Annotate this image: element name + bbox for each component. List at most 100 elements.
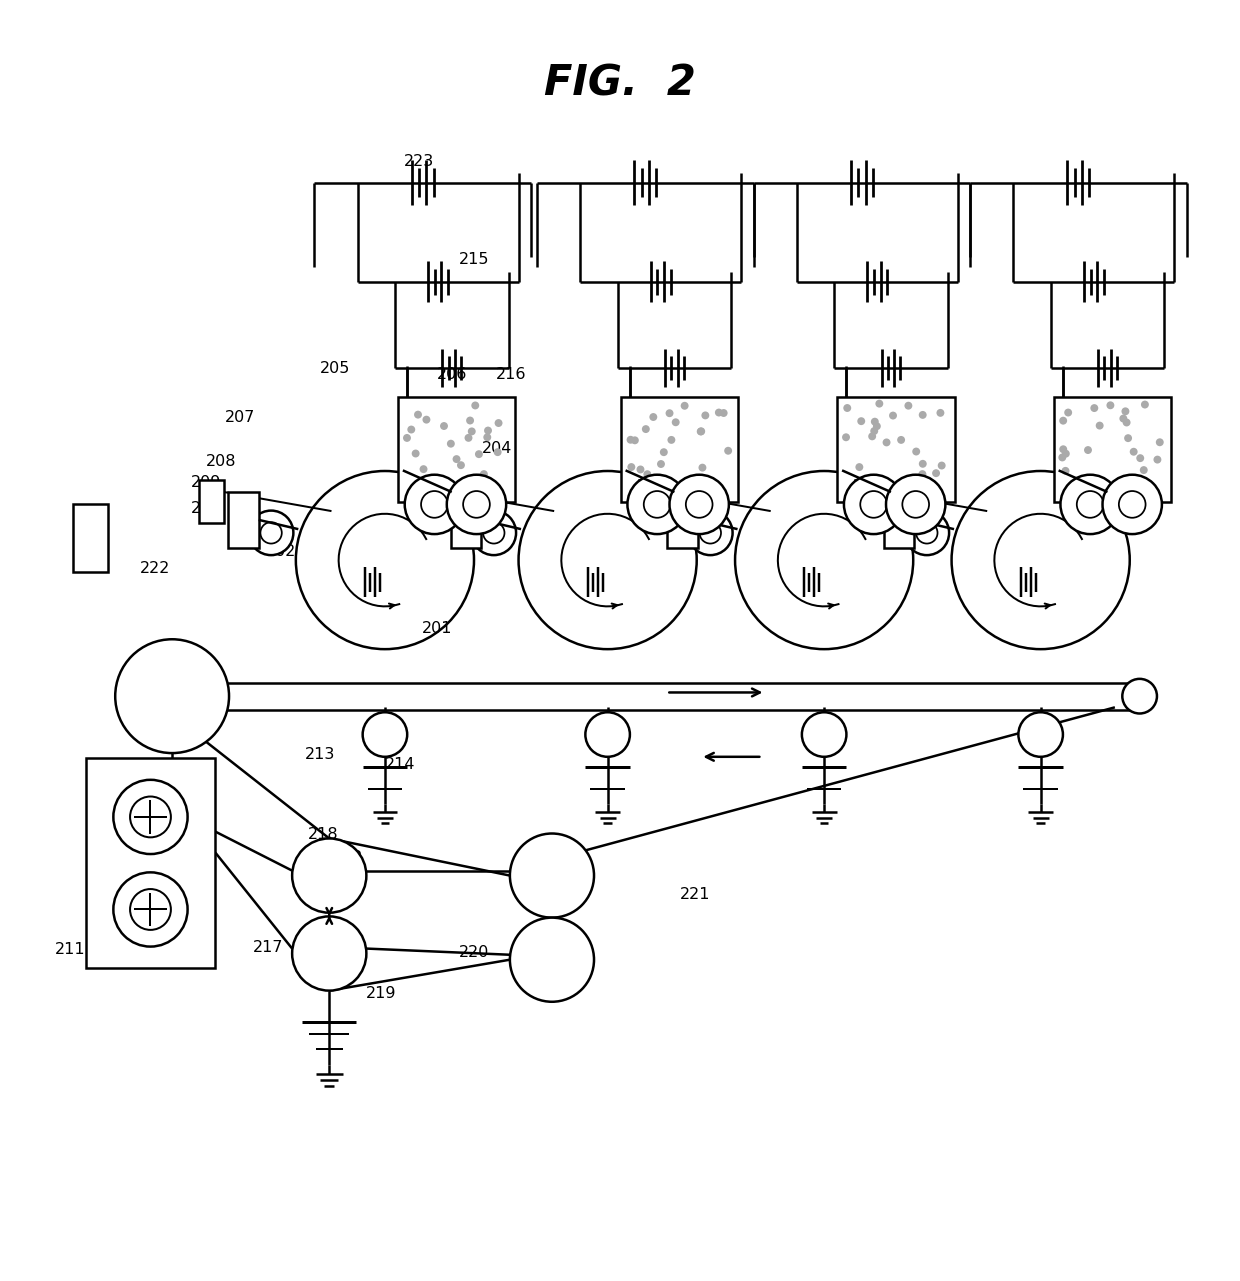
Circle shape bbox=[875, 400, 883, 407]
Circle shape bbox=[419, 465, 428, 473]
Circle shape bbox=[686, 491, 713, 518]
Circle shape bbox=[484, 427, 492, 434]
Circle shape bbox=[913, 447, 920, 456]
Circle shape bbox=[407, 425, 415, 433]
Circle shape bbox=[842, 433, 849, 441]
Circle shape bbox=[715, 409, 723, 416]
Text: 210: 210 bbox=[191, 501, 222, 516]
Circle shape bbox=[422, 491, 448, 518]
Circle shape bbox=[932, 469, 940, 477]
Circle shape bbox=[627, 475, 687, 534]
Bar bbox=[667, 492, 698, 548]
Circle shape bbox=[861, 491, 887, 518]
Circle shape bbox=[937, 461, 946, 470]
Bar bbox=[422, 479, 446, 523]
Circle shape bbox=[130, 797, 171, 838]
Circle shape bbox=[453, 455, 460, 462]
Circle shape bbox=[249, 511, 294, 555]
Circle shape bbox=[1125, 434, 1132, 442]
Circle shape bbox=[1060, 475, 1120, 534]
Circle shape bbox=[467, 428, 476, 436]
Circle shape bbox=[1122, 419, 1131, 427]
Circle shape bbox=[260, 523, 281, 543]
Circle shape bbox=[844, 475, 903, 534]
Text: 216: 216 bbox=[496, 366, 527, 382]
Circle shape bbox=[873, 423, 880, 430]
Circle shape bbox=[870, 418, 879, 425]
Text: 209: 209 bbox=[191, 475, 222, 489]
Circle shape bbox=[670, 475, 729, 534]
Circle shape bbox=[936, 409, 945, 416]
Bar bbox=[73, 505, 108, 573]
Text: 213: 213 bbox=[305, 747, 335, 762]
Circle shape bbox=[446, 439, 455, 447]
Circle shape bbox=[1102, 475, 1162, 534]
Circle shape bbox=[1156, 438, 1163, 446]
Circle shape bbox=[631, 437, 639, 445]
Circle shape bbox=[883, 438, 890, 446]
Circle shape bbox=[1084, 446, 1092, 453]
Circle shape bbox=[1153, 456, 1162, 464]
Circle shape bbox=[1122, 679, 1157, 714]
Circle shape bbox=[1090, 404, 1099, 412]
Circle shape bbox=[480, 470, 487, 478]
Circle shape bbox=[471, 511, 516, 555]
Bar bbox=[837, 397, 955, 502]
Circle shape bbox=[446, 475, 506, 534]
Circle shape bbox=[666, 409, 673, 418]
Circle shape bbox=[698, 464, 707, 471]
Bar bbox=[86, 758, 216, 968]
Circle shape bbox=[1076, 491, 1104, 518]
Text: FIG.  2: FIG. 2 bbox=[544, 63, 696, 105]
Text: 214: 214 bbox=[384, 757, 415, 771]
Circle shape bbox=[1061, 450, 1070, 457]
Circle shape bbox=[494, 448, 502, 456]
Circle shape bbox=[518, 471, 697, 649]
Circle shape bbox=[130, 889, 171, 930]
Circle shape bbox=[889, 411, 897, 419]
Bar bbox=[884, 492, 914, 548]
Circle shape bbox=[510, 834, 594, 917]
Circle shape bbox=[898, 436, 905, 445]
Circle shape bbox=[697, 428, 704, 436]
Circle shape bbox=[293, 916, 366, 990]
Circle shape bbox=[627, 464, 635, 471]
Circle shape bbox=[650, 412, 657, 421]
Circle shape bbox=[857, 418, 866, 425]
Circle shape bbox=[585, 712, 630, 757]
Circle shape bbox=[642, 425, 650, 433]
Circle shape bbox=[484, 523, 505, 543]
Circle shape bbox=[856, 464, 863, 471]
Circle shape bbox=[843, 404, 851, 412]
Circle shape bbox=[465, 434, 472, 442]
Circle shape bbox=[688, 511, 733, 555]
Circle shape bbox=[702, 411, 709, 419]
Circle shape bbox=[919, 460, 926, 468]
Text: 211: 211 bbox=[55, 943, 86, 957]
Circle shape bbox=[293, 839, 366, 912]
Circle shape bbox=[296, 471, 474, 649]
Circle shape bbox=[657, 460, 665, 468]
Circle shape bbox=[1140, 466, 1148, 474]
Circle shape bbox=[644, 491, 671, 518]
Text: 204: 204 bbox=[481, 441, 512, 456]
Text: 207: 207 bbox=[224, 410, 255, 425]
Circle shape bbox=[466, 416, 474, 424]
Bar bbox=[1054, 397, 1172, 502]
Circle shape bbox=[1059, 416, 1068, 424]
Circle shape bbox=[1059, 446, 1068, 453]
Circle shape bbox=[440, 421, 448, 430]
Circle shape bbox=[1136, 455, 1145, 462]
Circle shape bbox=[1120, 415, 1127, 423]
Circle shape bbox=[636, 465, 645, 474]
Circle shape bbox=[735, 471, 913, 649]
Bar bbox=[398, 397, 516, 502]
Circle shape bbox=[113, 780, 187, 854]
Circle shape bbox=[802, 712, 847, 757]
Circle shape bbox=[403, 434, 410, 442]
Circle shape bbox=[510, 917, 594, 1002]
Text: 219: 219 bbox=[366, 985, 397, 1000]
Circle shape bbox=[1141, 401, 1149, 409]
Circle shape bbox=[1064, 409, 1073, 416]
Text: 215: 215 bbox=[459, 252, 490, 266]
